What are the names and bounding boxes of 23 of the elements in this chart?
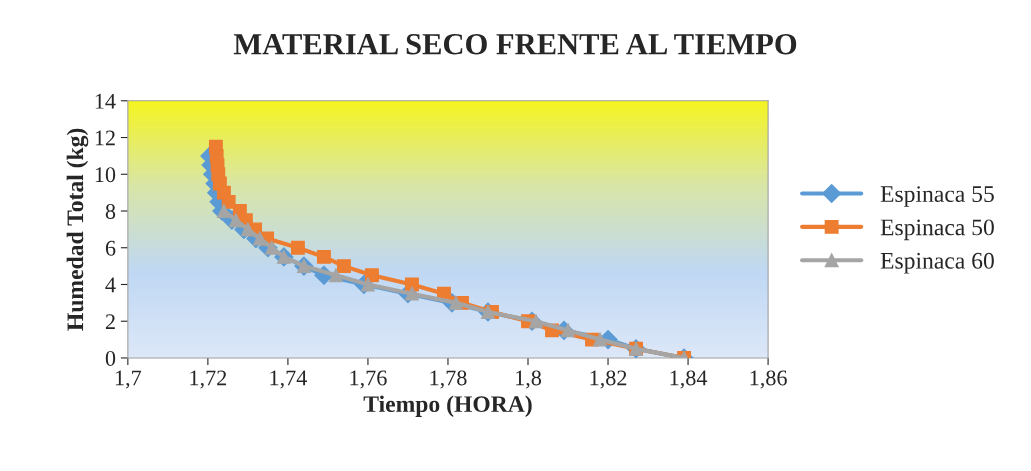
legend-label: Espinaca 50 [880,219,994,241]
x-tick-label: 1,8 [516,370,542,389]
chart-title: MATERIAL SECO FRENTE AL TIEMPO [233,33,797,55]
y-axis-title: Humedad Total (kg) [66,128,89,331]
y-tick-label: 2 [105,314,115,329]
x-tick-label: 1,76 [350,370,387,389]
y-tick-label: 12 [95,130,115,146]
x-tick-label: 1,86 [750,370,787,389]
y-tick-label: 10 [95,167,116,183]
y-tick-label: 8 [105,203,116,219]
x-tick-label: 1,84 [670,370,708,389]
y-tick-label: 6 [105,240,116,256]
y-tick-label: 4 [105,277,116,293]
y-tick-label: 0 [105,350,116,366]
x-axis-title: Tiempo (HORA) [363,395,532,417]
legend-label: Espinaca 60 [880,252,994,274]
x-tick-label: 1,72 [190,370,227,389]
y-tick-label: 14 [95,93,116,109]
x-tick-label: 1,82 [590,370,627,389]
x-tick-label: 1,7 [115,370,142,389]
x-tick-label: 1,74 [270,370,307,389]
legend-label: Espinaca 55 [880,186,994,207]
x-tick-label: 1,78 [430,370,467,389]
